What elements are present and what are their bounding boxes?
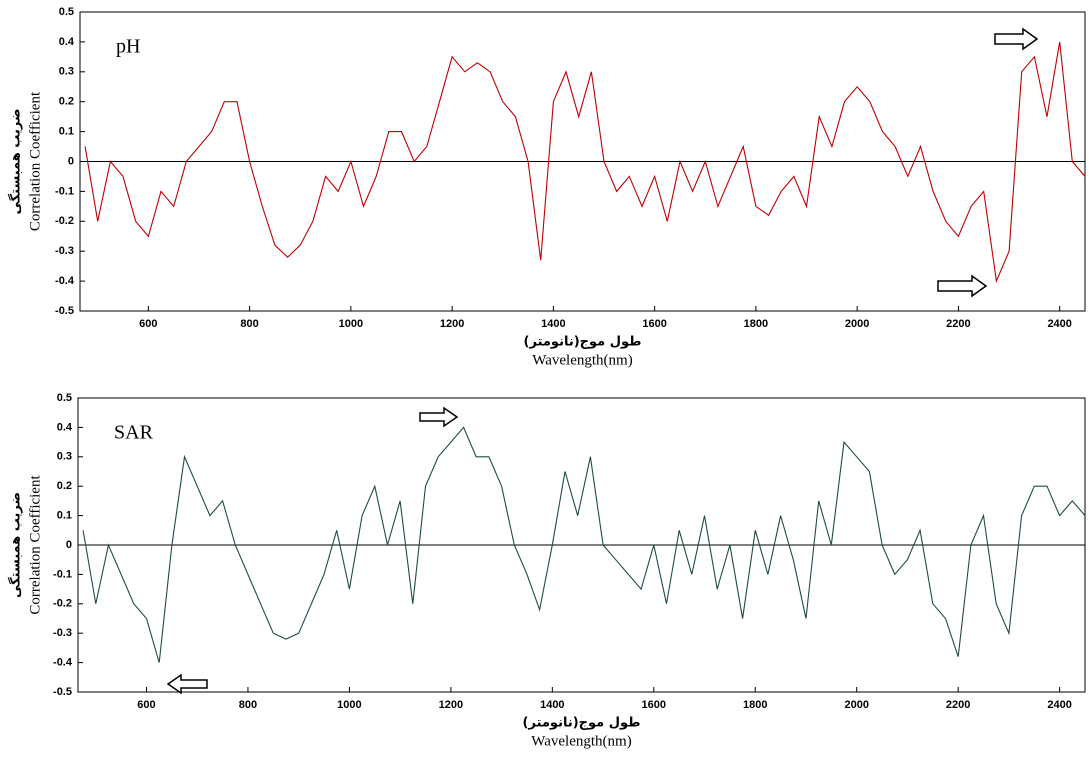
y-tick-label: -0.5 bbox=[55, 305, 74, 317]
y-tick-label: 0.2 bbox=[59, 96, 74, 108]
y-tick-label: 0.2 bbox=[57, 480, 72, 492]
x-tick-label: 2000 bbox=[845, 318, 869, 330]
y-tick-label: -0.3 bbox=[55, 245, 74, 257]
y-axis-label: Correlation Coefficient bbox=[27, 475, 43, 615]
x-tick-label: 600 bbox=[137, 699, 155, 711]
x-tick-label: 2200 bbox=[946, 699, 970, 711]
y-tick-label: 0 bbox=[66, 539, 72, 551]
y-tick-label: -0.1 bbox=[53, 568, 72, 580]
x-tick-label: 2400 bbox=[1047, 699, 1071, 711]
y-tick-label: -0.2 bbox=[53, 598, 72, 610]
x-tick-label: 1200 bbox=[439, 699, 463, 711]
y-tick-label: -0.4 bbox=[55, 275, 75, 287]
y-tick-label: -0.1 bbox=[55, 185, 74, 197]
arrow bbox=[994, 27, 1039, 51]
x-tick-label: 2200 bbox=[946, 318, 970, 330]
y-tick-label: -0.5 bbox=[53, 686, 72, 698]
x-tick-label: 1400 bbox=[540, 699, 564, 711]
y-axis-label: ضریب همبستگی bbox=[8, 108, 24, 214]
annotation: SAR bbox=[114, 422, 154, 444]
y-tick-label: -0.4 bbox=[53, 657, 73, 669]
arrow bbox=[937, 274, 988, 298]
y-tick-label: 0.5 bbox=[57, 392, 72, 404]
data-line bbox=[82, 426, 1086, 663]
x-axis-label: طول موج(نانومتر) bbox=[523, 716, 641, 731]
x-axis-label: Wavelength(nm) bbox=[532, 352, 632, 368]
x-tick-label: 600 bbox=[139, 318, 157, 330]
x-tick-label: 1800 bbox=[744, 318, 768, 330]
x-tick-label: 1400 bbox=[541, 318, 565, 330]
x-tick-label: 1000 bbox=[337, 699, 361, 711]
y-tick-label: 0.1 bbox=[57, 510, 72, 522]
y-tick-label: 0.1 bbox=[59, 126, 74, 138]
y-tick-label: -0.2 bbox=[55, 215, 74, 227]
x-axis-label: طول موج(نانومتر) bbox=[524, 335, 642, 350]
x-tick-label: 2000 bbox=[844, 699, 868, 711]
y-tick-label: -0.3 bbox=[53, 627, 72, 639]
annotation: pH bbox=[116, 36, 140, 58]
x-tick-label: 1600 bbox=[642, 699, 666, 711]
x-tick-label: 1600 bbox=[642, 318, 666, 330]
y-tick-label: 0.3 bbox=[59, 66, 74, 78]
x-tick-label: 2400 bbox=[1047, 318, 1071, 330]
data-line bbox=[84, 41, 1086, 284]
arrows bbox=[166, 27, 1039, 695]
x-axis-label: Wavelength(nm) bbox=[531, 733, 631, 749]
x-tick-label: 1000 bbox=[339, 318, 363, 330]
y-axis-label: Correlation Coefficient bbox=[27, 91, 43, 231]
y-tick-label: 0.5 bbox=[59, 6, 74, 18]
x-tick-label: 800 bbox=[239, 699, 257, 711]
arrow bbox=[419, 406, 459, 428]
y-tick-label: 0.4 bbox=[59, 36, 75, 48]
arrow bbox=[166, 673, 208, 695]
y-tick-label: 0.4 bbox=[57, 421, 73, 433]
y-tick-label: 0.3 bbox=[57, 451, 72, 463]
x-tick-label: 800 bbox=[240, 318, 258, 330]
y-tick-label: 0 bbox=[68, 155, 74, 167]
x-tick-label: 1200 bbox=[440, 318, 464, 330]
y-axis-label: ضریب همبستگی bbox=[8, 492, 24, 598]
x-tick-label: 1800 bbox=[743, 699, 767, 711]
